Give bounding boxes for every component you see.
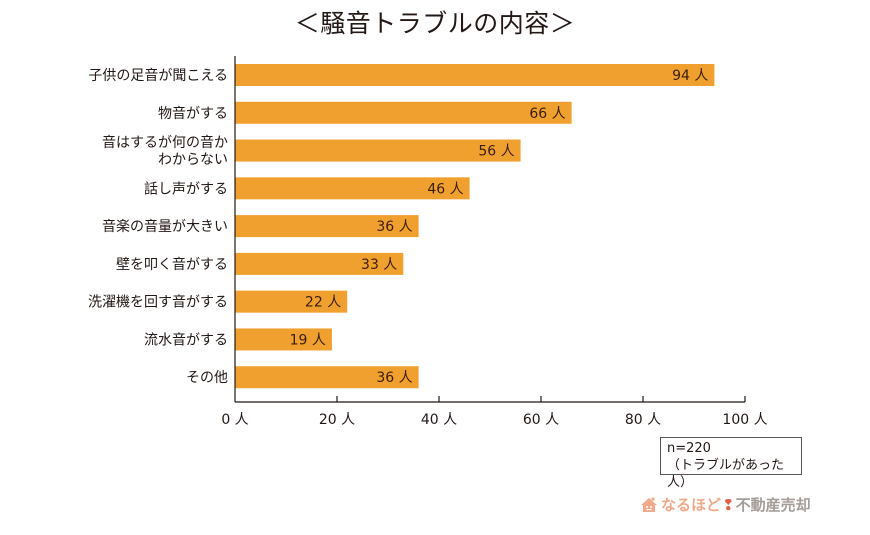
sample-size-note: n=220 （トラブルがあった人） — [660, 437, 802, 490]
category-label-4: 音楽の音量が大きい — [102, 218, 228, 235]
value-label-0: 94 人 — [672, 68, 708, 84]
x-tick-label-5: 100 人 — [722, 412, 767, 428]
category-label-0: 子供の足音が聞こえる — [88, 67, 228, 84]
brand-logo: なるほど ❢ 不動産売却 — [640, 494, 811, 515]
category-label-8: その他 — [186, 370, 228, 386]
value-label-5: 33 人 — [361, 257, 397, 273]
bar-4 — [235, 215, 419, 238]
value-label-2: 56 人 — [478, 144, 514, 160]
bar-5 — [235, 252, 404, 275]
category-label-3: 話し声がする — [144, 180, 228, 197]
category-label-7: 流水音がする — [144, 331, 228, 348]
bar-2 — [235, 139, 521, 162]
category-label-6: 洗濯機を回す音がする — [88, 294, 228, 311]
brand-name-part1: なるほど — [661, 496, 722, 514]
category-label-5: 壁を叩く音がする — [116, 256, 228, 273]
x-tick-label-3: 60 人 — [523, 412, 559, 428]
value-label-4: 36 人 — [376, 219, 412, 235]
bar-0 — [235, 64, 715, 86]
brand-name-part2: 不動産売却 — [735, 496, 811, 514]
value-label-1: 66 人 — [529, 106, 565, 122]
value-label-7: 19 人 — [290, 332, 326, 348]
bar-8 — [235, 366, 419, 389]
bar-1 — [235, 101, 572, 124]
chart-title: ＜騒音トラブルの内容＞ — [294, 9, 576, 38]
exclamation-icon: ❢ — [722, 495, 735, 514]
x-tick-label-2: 40 人 — [421, 412, 457, 428]
value-label-8: 36 人 — [376, 370, 412, 386]
sample-size-desc: （トラブルがあった人） — [667, 458, 785, 490]
bar-6 — [235, 290, 348, 313]
sample-size-count: n=220 — [667, 441, 711, 456]
x-tick-label-4: 80 人 — [625, 412, 661, 428]
category-label-2: 音はするが何の音かわからない — [102, 134, 228, 168]
bar-7 — [235, 328, 332, 351]
x-tick-label-0: 0 人 — [221, 412, 248, 428]
x-tick-label-1: 20 人 — [319, 412, 355, 428]
value-label-3: 46 人 — [427, 181, 463, 197]
bar-3 — [235, 177, 470, 200]
category-label-1: 物音がする — [158, 105, 228, 122]
house-icon — [641, 496, 657, 512]
value-label-6: 22 人 — [305, 295, 341, 311]
